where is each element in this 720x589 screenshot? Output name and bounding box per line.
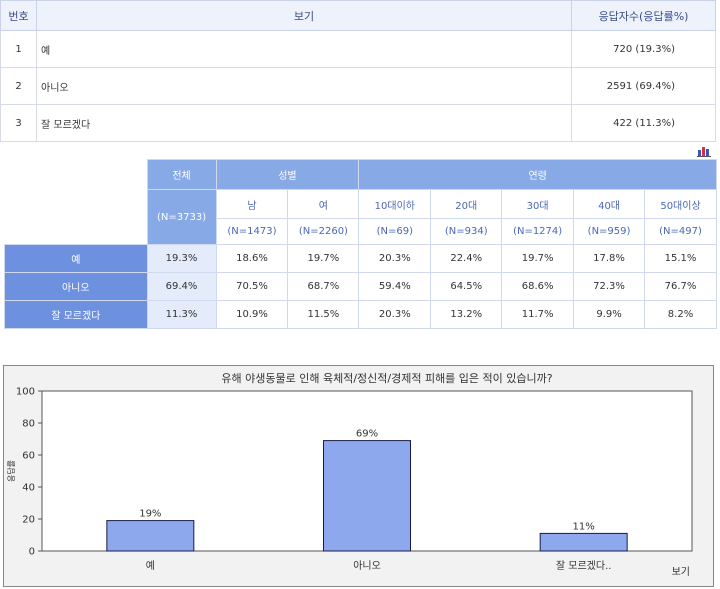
- response-table: 번호 보기 응답자수(응답률%) 1 예 720 (19.3%) 2 아니오 2…: [0, 0, 716, 142]
- age-40s-n: (N=959): [573, 218, 645, 245]
- age-10s-n: (N=69): [358, 218, 432, 245]
- age-30s-n: (N=1274): [501, 218, 575, 245]
- total-n: (N=3733): [146, 189, 217, 245]
- x-tick-label: 예: [146, 560, 155, 572]
- cell: 69.4%: [146, 272, 217, 301]
- row-label: 예: [36, 30, 572, 68]
- cell: 70.5%: [215, 272, 289, 301]
- age-30s: 30대: [501, 189, 575, 219]
- y-tick-label: 100: [16, 387, 35, 398]
- cell: 64.5%: [430, 272, 503, 301]
- x-tick-label: 아니오: [353, 560, 381, 572]
- row-label: 아니오: [4, 272, 148, 301]
- cell: 11.3%: [146, 300, 217, 329]
- age-20s-n: (N=934): [430, 218, 503, 245]
- gender-female-n: (N=2260): [287, 218, 360, 245]
- chart-panel: 유해 야생동물로 인해 육체적/정신적/경제적 피해를 입은 적이 있습니까? 0…: [3, 365, 714, 587]
- y-axis-label: 응답률: [6, 460, 16, 482]
- total-header: 전체: [146, 159, 217, 190]
- table-row: 2 아니오 2591 (69.4%): [0, 67, 716, 105]
- cell: 20.3%: [358, 300, 432, 329]
- table-row: 3 잘 모르겠다 422 (11.3%): [0, 104, 716, 142]
- cell: 22.4%: [430, 244, 503, 273]
- gender-male-n: (N=1473): [215, 218, 289, 245]
- row-value: 2591 (69.4%): [571, 67, 716, 105]
- bar-value-label: 19%: [139, 509, 161, 520]
- cell: 76.7%: [644, 272, 717, 301]
- row-value: 422 (11.3%): [571, 104, 716, 142]
- bar-chart-icon[interactable]: [697, 145, 711, 157]
- gender-male: 남: [215, 189, 289, 219]
- cell: 11.7%: [501, 300, 575, 329]
- bar-chart: 유해 야생동물로 인해 육체적/정신적/경제적 피해를 입은 적이 있습니까? 0…: [6, 371, 693, 578]
- row-label: 잘 모르겠다: [4, 300, 148, 329]
- row-label: 아니오: [36, 67, 572, 105]
- cell: 17.8%: [573, 244, 645, 273]
- cell: 8.2%: [644, 300, 717, 329]
- y-tick-label: 0: [29, 547, 35, 558]
- age-20s: 20대: [430, 189, 503, 219]
- age-10s: 10대이하: [358, 189, 432, 219]
- bar: [106, 520, 195, 552]
- cell: 59.4%: [358, 272, 432, 301]
- cell: 68.7%: [287, 272, 360, 301]
- cell: 19.7%: [501, 244, 575, 273]
- y-tick-label: 40: [22, 483, 35, 494]
- gender-female: 여: [287, 189, 360, 219]
- cell: 19.7%: [287, 244, 360, 273]
- cell: 20.3%: [358, 244, 432, 273]
- cell: 10.9%: [215, 300, 289, 329]
- x-axis-label: 보기: [672, 566, 690, 578]
- crosstab-row-yes: 예 19.3% 18.6% 19.7% 20.3% 22.4% 19.7% 17…: [4, 244, 717, 273]
- cell: 72.3%: [573, 272, 645, 301]
- row-no: 2: [0, 67, 37, 105]
- bar: [539, 532, 628, 552]
- table-row: 1 예 720 (19.3%): [0, 30, 716, 68]
- gender-header: 성별: [215, 159, 360, 190]
- x-tick-label: 잘 모르겠다..: [556, 560, 612, 572]
- age-50s: 50대이상: [644, 189, 717, 219]
- crosstab-header-row: 전체 성별 연령: [5, 159, 717, 190]
- response-table-header: 번호 보기 응답자수(응답률%): [0, 0, 716, 31]
- age-50s-n: (N=497): [644, 218, 717, 245]
- cell: 11.5%: [287, 300, 360, 329]
- bar-value-label: 11%: [573, 521, 595, 532]
- cell: 19.3%: [146, 244, 217, 273]
- cell: 13.2%: [430, 300, 503, 329]
- y-tick-label: 60: [22, 451, 35, 462]
- cell: 68.6%: [501, 272, 575, 301]
- age-40s: 40대: [573, 189, 645, 219]
- row-value: 720 (19.3%): [571, 30, 716, 68]
- row-no: 1: [0, 30, 37, 68]
- crosstab-row-no: 아니오 69.4% 70.5% 68.7% 59.4% 64.5% 68.6% …: [4, 272, 717, 301]
- cell: 15.1%: [644, 244, 717, 273]
- age-header: 연령: [358, 159, 717, 190]
- crosstab-n-row: (N=1473) (N=2260) (N=69) (N=934) (N=1274…: [5, 218, 717, 245]
- header-option: 보기: [36, 0, 572, 31]
- header-no: 번호: [0, 0, 37, 31]
- bar: [323, 440, 411, 552]
- y-tick-label: 80: [22, 419, 35, 430]
- bar-value-label: 69%: [356, 429, 378, 440]
- y-tick-label: 20: [22, 515, 35, 526]
- row-no: 3: [0, 104, 37, 142]
- header-count: 응답자수(응답률%): [571, 0, 716, 31]
- row-label: 잘 모르겠다: [36, 104, 572, 142]
- chart-title: 유해 야생동물로 인해 육체적/정신적/경제적 피해를 입은 적이 있습니까?: [221, 371, 552, 385]
- cell: 9.9%: [573, 300, 645, 329]
- row-label: 예: [4, 244, 148, 273]
- crosstab-table: 전체 성별 연령 (N=3733) 남 여 10대이하 20대 30대 40대 …: [4, 159, 717, 329]
- cell: 18.6%: [215, 244, 289, 273]
- crosstab-row-unsure: 잘 모르겠다 11.3% 10.9% 11.5% 20.3% 13.2% 11.…: [4, 300, 717, 329]
